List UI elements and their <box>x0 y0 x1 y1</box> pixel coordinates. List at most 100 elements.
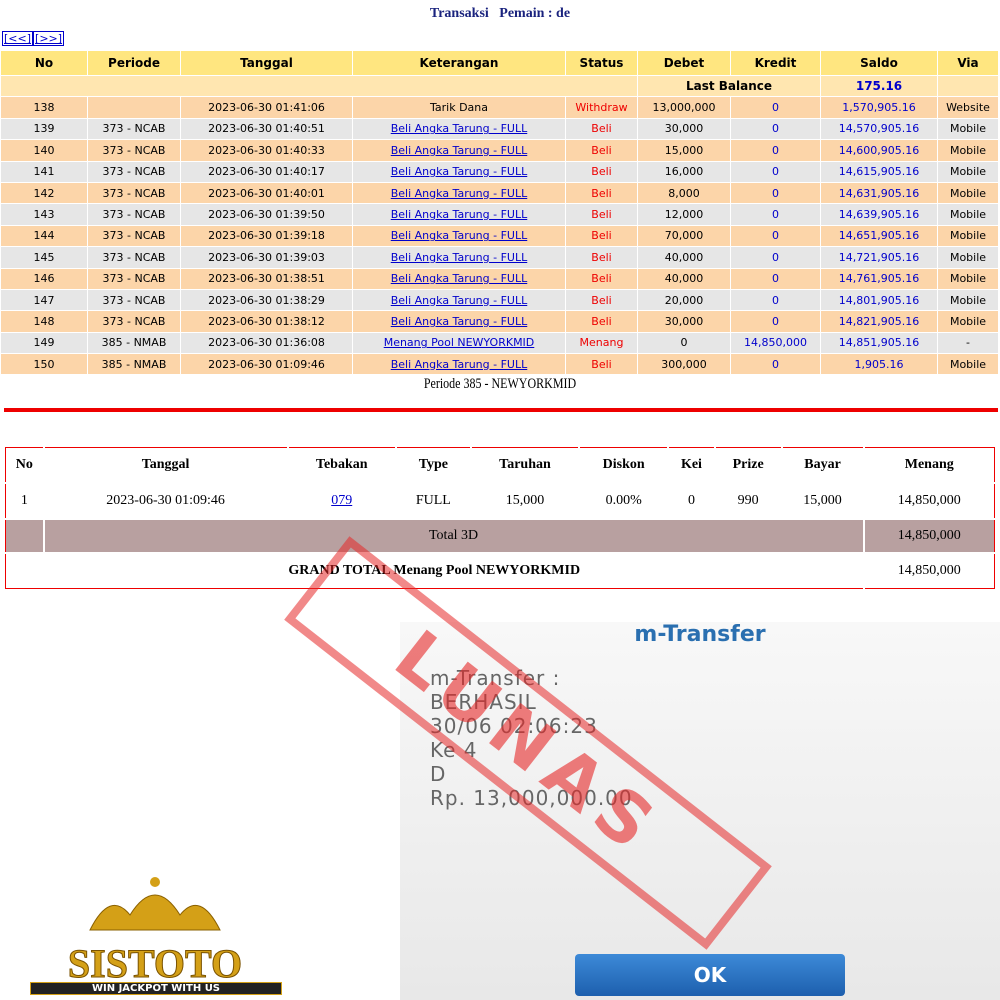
cell[interactable]: Beli Angka Tarung - FULL <box>352 267 566 290</box>
cell: 14,850,000 <box>730 331 821 355</box>
cell: 0 <box>730 203 821 226</box>
cell: Mobile <box>937 203 999 226</box>
row: 139 373 - NCAB 2023-06-30 01:40:51 Beli Ang… <box>0 117 999 141</box>
cell: 15,000 <box>469 482 581 520</box>
cell: 138 <box>0 96 88 119</box>
column-header: Tanggal <box>180 50 353 76</box>
cell: Mobile <box>937 246 999 269</box>
row: 142 373 - NCAB 2023-06-30 01:40:01 Beli Ang… <box>0 181 999 205</box>
header-title: Transaksi Pemain : de <box>429 6 571 21</box>
cell: 15,000 <box>637 139 731 162</box>
cell: 148 <box>0 310 88 333</box>
cell: 16,000 <box>637 160 731 183</box>
cell: 373 - NCAB <box>87 139 181 162</box>
cell: 30,000 <box>637 117 731 141</box>
cell: 373 - NCAB <box>87 288 181 312</box>
cell: Beli <box>565 117 638 141</box>
cell: 2023-06-30 01:40:01 <box>180 181 353 205</box>
cell[interactable]: Beli Angka Tarung - FULL <box>352 117 566 141</box>
cell[interactable]: Beli Angka Tarung - FULL <box>352 160 566 183</box>
row: 1 2023-06-30 01:09:46 079 FULL 15,000 0.00% 0 9… <box>4 482 996 520</box>
cell: 373 - NCAB <box>87 246 181 269</box>
transfer-line: Rp. 13,000,000.00 <box>430 786 633 810</box>
periode-title: Periode 385 - NEWYORKMID <box>423 376 577 392</box>
column-header: Keterangan <box>352 50 566 76</box>
transactions-table: No Periode Tanggal Keterangan Status Debet Kre… <box>0 50 999 376</box>
row: 148 373 - NCAB 2023-06-30 01:38:12 Beli Ang… <box>0 310 999 333</box>
cell: Withdraw <box>565 96 638 119</box>
cell: 12,000 <box>637 203 731 226</box>
cell: 14,821,905.16 <box>820 310 938 333</box>
cell[interactable]: Beli Angka Tarung - FULL <box>352 203 566 226</box>
cell: Mobile <box>937 224 999 248</box>
cell: 141 <box>0 160 88 183</box>
cell: Mobile <box>937 310 999 333</box>
cell: 300,000 <box>637 353 731 376</box>
cell[interactable]: Beli Angka Tarung - FULL <box>352 139 566 162</box>
cell: 0 <box>730 117 821 141</box>
row: 146 373 - NCAB 2023-06-30 01:38:51 Beli Ang… <box>0 267 999 290</box>
cell: 150 <box>0 353 88 376</box>
cell: 0 <box>730 160 821 183</box>
cell: 2023-06-30 01:40:17 <box>180 160 353 183</box>
transfer-screenshot: m-Transfer m-Transfer : BERHASIL 30/06 02:… <box>400 622 1000 1000</box>
cell: 14,639,905.16 <box>820 203 938 226</box>
ok-button[interactable]: OK <box>575 954 845 996</box>
cell: Beli <box>565 203 638 226</box>
cell[interactable]: Beli Angka Tarung - FULL <box>352 310 566 333</box>
row: 144 373 - NCAB 2023-06-30 01:39:18 Beli Ang… <box>0 224 999 248</box>
cell: 0 <box>730 288 821 312</box>
cell: 0 <box>730 181 821 205</box>
logo-tagline: WIN JACKPOT WITH US <box>30 982 282 995</box>
cell: 2023-06-30 01:39:18 <box>180 224 353 248</box>
cell: 14,600,905.16 <box>820 139 938 162</box>
cell <box>87 96 181 119</box>
cell: FULL <box>394 482 472 520</box>
cell: Website <box>937 96 999 119</box>
nav-prev[interactable]: [<<] <box>2 31 34 46</box>
cell: 14,850,000 <box>862 482 996 520</box>
cell[interactable]: Beli Angka Tarung - FULL <box>352 181 566 205</box>
column-header: No <box>0 50 88 76</box>
cell: 14,761,905.16 <box>820 267 938 290</box>
total: 14,850,000 <box>862 518 996 554</box>
cell: 2023-06-30 01:38:51 <box>180 267 353 290</box>
cell: Beli <box>565 139 638 162</box>
column-header: Taruhan <box>469 446 581 484</box>
cell: Beli <box>565 224 638 248</box>
cell[interactable]: 079 <box>286 482 397 520</box>
divider <box>4 408 998 412</box>
cell: 385 - NMAB <box>87 331 181 355</box>
column-header: Type <box>394 446 472 484</box>
row: 141 373 - NCAB 2023-06-30 01:40:17 Beli Ang… <box>0 160 999 183</box>
cell: 2023-06-30 01:38:12 <box>180 310 353 333</box>
cell[interactable]: Beli Angka Tarung - FULL <box>352 288 566 312</box>
cell: 14,651,905.16 <box>820 224 938 248</box>
cell[interactable]: Beli Angka Tarung - FULL <box>352 246 566 269</box>
cell: 2023-06-30 01:39:03 <box>180 246 353 269</box>
cell: 2023-06-30 01:36:08 <box>180 331 353 355</box>
cell: Mobile <box>937 117 999 141</box>
row: 140 373 - NCAB 2023-06-30 01:40:33 Beli Ang… <box>0 139 999 162</box>
column-header: Bayar <box>780 446 865 484</box>
logo-name: SISTOTO <box>67 941 243 987</box>
cell[interactable]: Beli Angka Tarung - FULL <box>352 353 566 376</box>
cell: 146 <box>0 267 88 290</box>
cell: Mobile <box>937 160 999 183</box>
nav-next[interactable]: [>>] <box>33 31 65 46</box>
cell: 14,851,905.16 <box>820 331 938 355</box>
cell: 1 <box>4 482 45 520</box>
cell: 14,631,905.16 <box>820 181 938 205</box>
cell: 2023-06-30 01:38:29 <box>180 288 353 312</box>
grand-total-label: GRAND TOTAL Menang Pool NEWYORKMID <box>4 552 865 590</box>
cell: Beli <box>565 246 638 269</box>
cell[interactable]: Beli Angka Tarung - FULL <box>352 224 566 248</box>
cell[interactable]: Menang Pool NEWYORKMID <box>352 331 566 355</box>
periode-table: No Tanggal Tebakan Type Taruhan Diskon Kei Priz… <box>4 446 996 590</box>
cell: 373 - NCAB <box>87 203 181 226</box>
cell: Beli <box>565 288 638 312</box>
cell: 70,000 <box>637 224 731 248</box>
row: 145 373 - NCAB 2023-06-30 01:39:03 Beli Ang… <box>0 246 999 269</box>
cell: 0 <box>667 482 716 520</box>
